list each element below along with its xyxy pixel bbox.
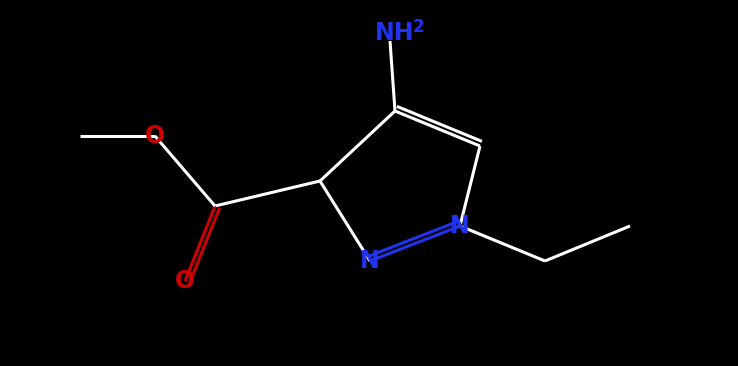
Text: NH: NH [375, 21, 415, 45]
Text: N: N [360, 249, 380, 273]
Text: N: N [450, 214, 470, 238]
Text: O: O [145, 124, 165, 148]
Text: O: O [175, 269, 195, 293]
Text: 2: 2 [413, 18, 424, 36]
